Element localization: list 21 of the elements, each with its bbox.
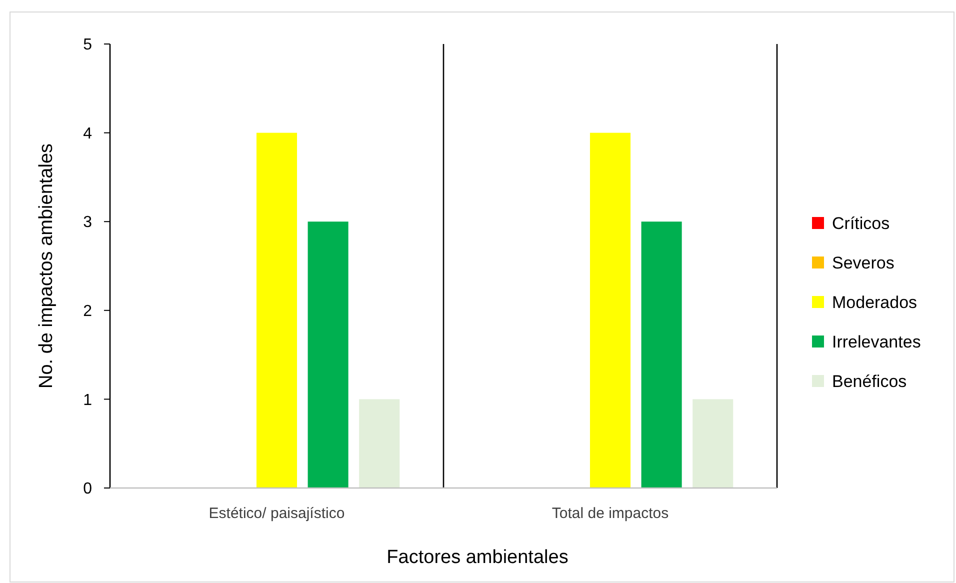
bar <box>590 132 631 488</box>
y-tick-label: 0 <box>83 480 92 498</box>
legend-label: Irrelevantes <box>832 332 921 352</box>
legend-label: Moderados <box>832 292 918 312</box>
y-tick-label: 1 <box>83 392 92 409</box>
bar <box>308 222 348 488</box>
bar <box>692 399 734 488</box>
y-tick-label: 2 <box>83 303 92 320</box>
bar <box>256 132 298 488</box>
x-tick-label: Estético/ paisajístico <box>208 505 345 522</box>
legend-label: Críticos <box>832 214 890 233</box>
y-tick-label: 3 <box>83 214 92 232</box>
bar <box>641 222 682 488</box>
legend-label: Benéficos <box>832 372 907 391</box>
legend-label: Severos <box>832 253 894 272</box>
y-tick-label: 4 <box>83 125 92 142</box>
x-tick-label: Total de impactos <box>552 505 669 522</box>
y-axis-title: No. de impactos ambientales <box>36 143 57 389</box>
bar <box>359 399 400 488</box>
y-tick-label: 5 <box>83 36 92 54</box>
x-axis-title: Factores ambientales <box>386 547 568 568</box>
